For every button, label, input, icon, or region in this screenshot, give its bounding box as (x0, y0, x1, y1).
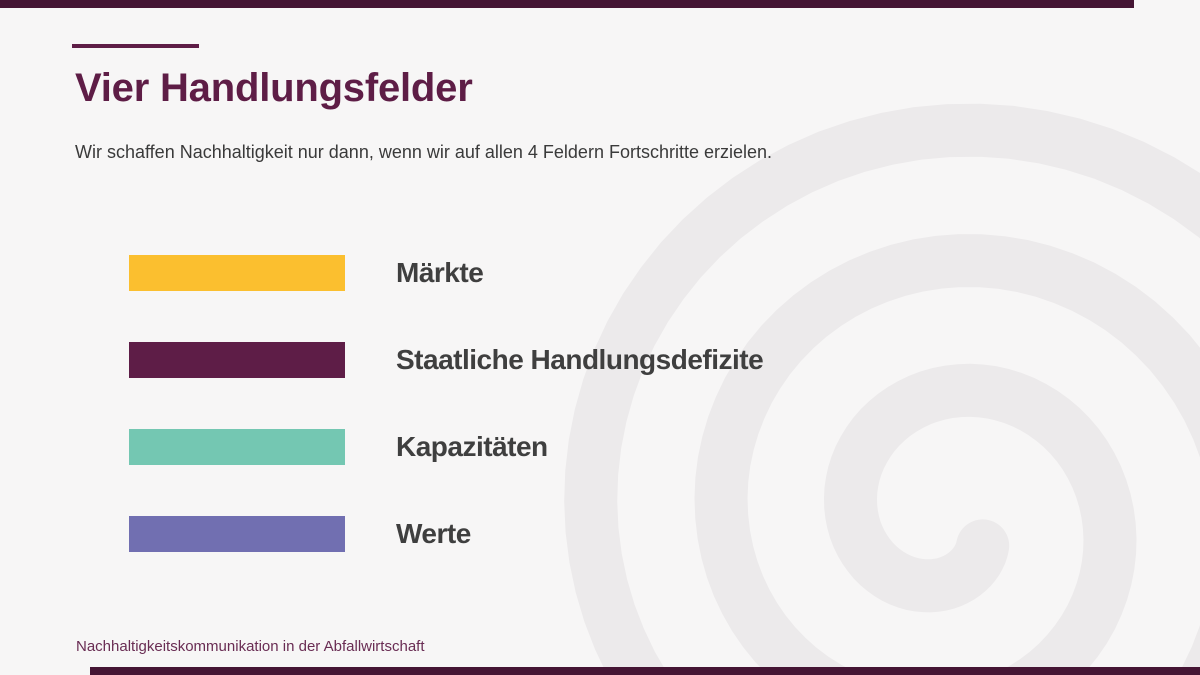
field-label: Werte (396, 518, 471, 549)
footer-text: Nachhaltigkeitskommunikation in der Abfa… (76, 638, 425, 655)
field-row-staatliche-handlungsdefizite: Staatliche Handlungsdefizite (129, 342, 764, 378)
field-color-bar (129, 429, 345, 465)
title-accent-line (72, 44, 199, 48)
field-label: Staatliche Handlungsdefizite (396, 344, 764, 375)
slide-title: Vier Handlungsfelder (75, 66, 473, 110)
field-row-werte: Werte (129, 516, 763, 552)
field-color-bar (129, 342, 345, 378)
bottom-edge-bar (90, 667, 1200, 675)
field-color-bar (129, 255, 345, 291)
field-label: Märkte (396, 257, 484, 288)
top-edge-bar (0, 0, 1134, 8)
field-color-bar (129, 516, 345, 552)
field-row-kapazitaeten: Kapazitäten (129, 429, 763, 465)
fields-list: Märkte Staatliche Handlungsdefizite Kapa… (129, 255, 764, 603)
field-label: Kapazitäten (396, 431, 548, 462)
slide-subtitle: Wir schaffen Nachhaltigkeit nur dann, we… (75, 142, 773, 162)
field-row-maerkte: Märkte (129, 255, 763, 291)
